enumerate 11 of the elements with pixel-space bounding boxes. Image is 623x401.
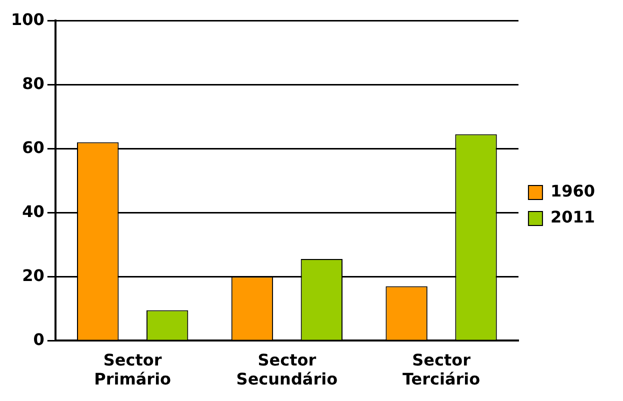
y-tick-label: 20 xyxy=(22,266,44,285)
legend-label: 2011 xyxy=(550,208,595,227)
x-tick-label: Sector Terciário xyxy=(402,350,480,389)
y-tick-label: 0 xyxy=(33,330,44,349)
y-tick-label: 40 xyxy=(22,202,44,221)
y-tick-label: 80 xyxy=(22,74,44,93)
x-tick-label: Sector Primário xyxy=(94,350,172,389)
x-tick-label: Sector Secundário xyxy=(236,350,338,389)
legend-label: 1960 xyxy=(550,182,595,201)
y-tick-label: 60 xyxy=(22,138,44,157)
y-tick-label: 100 xyxy=(10,10,44,29)
